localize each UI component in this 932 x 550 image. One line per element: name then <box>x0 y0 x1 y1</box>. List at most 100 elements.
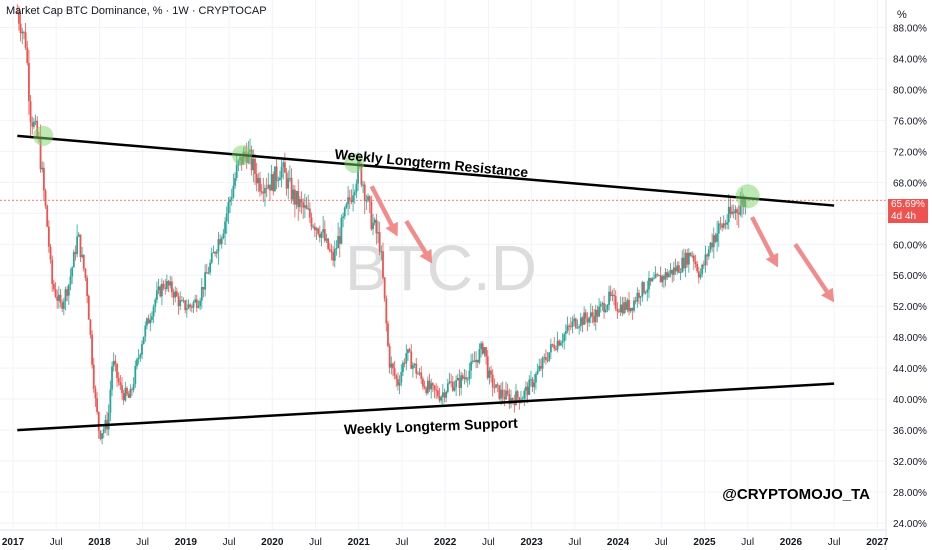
candle-body <box>521 398 524 400</box>
candle-body <box>576 327 579 329</box>
candle-body <box>378 232 381 252</box>
candle-body <box>468 370 471 380</box>
candle-body <box>385 298 388 324</box>
candle-body <box>117 377 120 383</box>
candle-body <box>214 252 217 254</box>
x-tick-label: 2018 <box>88 537 111 548</box>
y-tick-label: 80.00% <box>893 85 927 96</box>
candle-body <box>220 237 223 245</box>
candle-body <box>616 308 619 312</box>
candle-body <box>26 47 29 64</box>
candle-body <box>112 360 115 367</box>
down-arrow <box>369 185 398 237</box>
candle-body <box>343 207 346 217</box>
candle-body <box>293 189 296 205</box>
candle-body <box>114 360 117 364</box>
candle-body <box>96 398 98 412</box>
candle-body <box>702 264 705 266</box>
candle-body <box>566 325 569 332</box>
candle-body <box>121 385 123 394</box>
candle-body <box>481 343 484 354</box>
candle-body <box>87 295 90 320</box>
candle-body <box>224 221 226 234</box>
candle-body <box>230 197 233 200</box>
candle-body <box>320 232 323 238</box>
candle-body <box>365 200 368 202</box>
candle-body <box>707 249 710 257</box>
candle-body <box>169 281 172 286</box>
candle-body <box>633 300 635 311</box>
candle-body <box>682 257 685 269</box>
candle-body <box>390 363 393 368</box>
candle-body <box>540 365 542 369</box>
candle-body <box>280 167 283 178</box>
candle-body <box>86 277 89 296</box>
candle-body <box>526 386 529 395</box>
candle-body <box>162 283 165 288</box>
candle-body <box>530 379 532 381</box>
candle-body <box>177 296 180 307</box>
author-handle: @CRYPTOMOJO_TA <box>722 486 870 503</box>
x-tick-label: Jul <box>396 537 409 548</box>
candle-body <box>317 228 320 235</box>
candle-body <box>350 199 353 203</box>
candle-body <box>556 340 559 350</box>
down-arrow <box>750 216 779 268</box>
candle-body <box>734 209 737 214</box>
candle-body <box>506 390 509 395</box>
candle-body <box>413 363 416 366</box>
candle-body <box>538 365 541 371</box>
candle-body <box>463 377 466 379</box>
candle-body <box>634 300 637 302</box>
candle-body <box>648 277 650 290</box>
candle-body <box>416 373 419 375</box>
candle-body <box>518 397 521 403</box>
candle-body <box>174 291 177 298</box>
candle-body <box>671 269 674 275</box>
candle-body <box>99 430 102 439</box>
candle-body <box>264 187 266 194</box>
candle-body <box>265 187 268 189</box>
candle-body <box>62 301 65 309</box>
candle-body <box>199 300 202 307</box>
x-tick-label: 2021 <box>348 537 371 548</box>
x-tick-label: Jul <box>568 537 581 548</box>
candle-body <box>335 248 338 250</box>
candle-body <box>397 379 399 386</box>
candle-body <box>46 205 49 227</box>
candle-body <box>111 366 113 390</box>
price-axis-unit[interactable]: % <box>897 9 907 21</box>
candle-body <box>282 162 285 168</box>
candle-body <box>290 177 293 200</box>
candle-body <box>473 360 476 363</box>
candle-body <box>563 334 566 342</box>
y-tick-label: 32.00% <box>893 457 927 468</box>
x-tick-label: Jul <box>655 537 668 548</box>
candle-body <box>139 354 142 358</box>
candle-body <box>646 289 649 293</box>
candle-body <box>687 252 690 265</box>
candle-body <box>19 23 22 34</box>
candle-body <box>727 206 730 223</box>
candle-body <box>170 281 173 293</box>
candle-body <box>185 308 188 311</box>
candle-body <box>418 372 421 374</box>
price-axis: 88.00%84.00%80.00%76.00%72.00%68.00%64.0… <box>893 23 927 530</box>
candle-body <box>207 272 210 274</box>
candle-body <box>420 372 423 379</box>
down-arrow <box>793 243 835 303</box>
y-tick-label: 68.00% <box>893 178 927 189</box>
candle-body <box>59 294 62 303</box>
candle-body <box>485 347 487 357</box>
candle-body <box>428 380 431 390</box>
candle-body <box>443 392 446 398</box>
candle-body <box>144 325 147 337</box>
candle-body <box>202 287 205 290</box>
candle-body <box>337 236 340 249</box>
candle-body <box>465 377 468 380</box>
y-tick-label: 76.00% <box>893 116 927 127</box>
y-tick-label: 28.00% <box>893 488 927 499</box>
candle-body <box>41 167 44 170</box>
candle-body <box>272 174 275 192</box>
candle-body <box>167 281 170 286</box>
